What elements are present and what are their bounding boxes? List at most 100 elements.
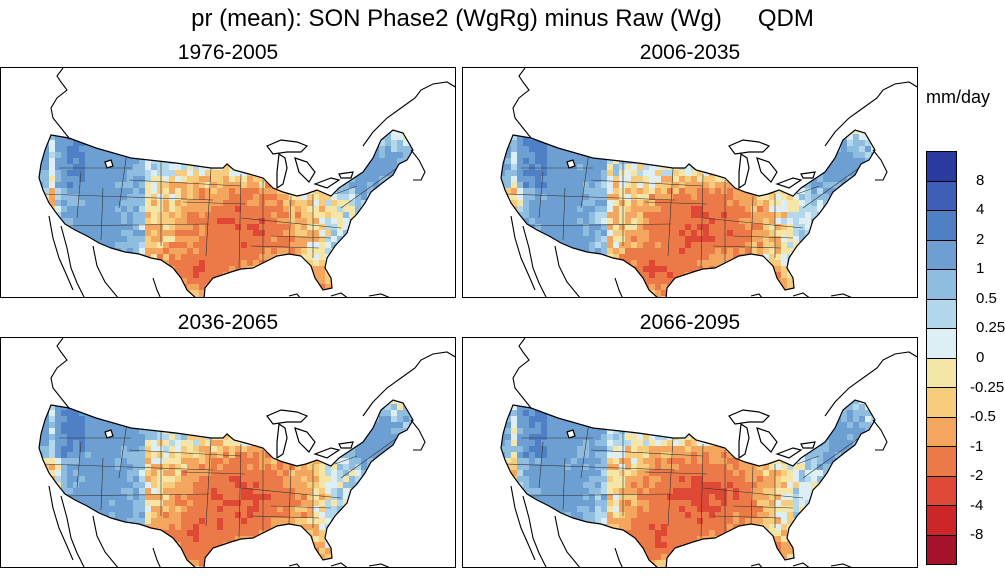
state-boundary xyxy=(538,441,544,489)
state-boundary xyxy=(562,187,566,241)
state-boundary xyxy=(182,201,246,205)
state-boundary xyxy=(288,195,292,255)
conus-outline xyxy=(500,129,876,297)
colorbar-tick-label: 4 xyxy=(976,201,985,219)
state-boundary xyxy=(732,235,794,239)
coastline xyxy=(830,563,852,567)
state-boundary xyxy=(100,187,104,241)
state-boundary xyxy=(700,443,704,539)
colorbar-units: mm/day xyxy=(926,87,991,107)
state-boundary xyxy=(250,515,320,519)
coastline xyxy=(510,215,536,291)
lake-shape xyxy=(728,139,771,155)
state-boundary xyxy=(270,505,332,509)
map-svg xyxy=(38,338,455,567)
state-boundary xyxy=(62,493,210,497)
coastline xyxy=(522,495,547,567)
coastline xyxy=(410,419,426,451)
state-boundary xyxy=(750,465,754,525)
colorbar-tick-label: -4 xyxy=(970,496,984,514)
panel-title-1: 1976-2005 xyxy=(177,41,279,64)
colorbar-swatch xyxy=(927,299,956,329)
map-svg xyxy=(500,68,917,297)
coastline xyxy=(522,225,547,297)
coastline xyxy=(152,547,161,567)
coastline xyxy=(510,485,536,561)
coastline xyxy=(512,338,532,409)
colorbar-swatch xyxy=(927,329,956,359)
figure-title: pr (mean): SON Phase2 (WgRg) minus Raw (… xyxy=(0,4,1005,34)
coastline xyxy=(288,293,301,297)
state-boundary xyxy=(504,193,676,201)
map-panel-3 xyxy=(0,337,456,568)
colorbar-swatch xyxy=(927,476,956,506)
lake-shape xyxy=(313,177,341,189)
colorbar-swatch xyxy=(927,535,956,564)
lake-shape xyxy=(738,152,750,190)
coastline xyxy=(60,495,85,567)
conus-outline xyxy=(38,399,414,567)
lake-shape xyxy=(266,409,309,425)
state-boundary xyxy=(334,185,358,195)
colorbar-tick-label: 8 xyxy=(976,171,985,189)
colorbar-tick-label: -0.25 xyxy=(970,378,1005,396)
state-boundary xyxy=(76,441,82,489)
state-boundary xyxy=(802,167,860,209)
state-boundary xyxy=(644,201,708,205)
lake-shape xyxy=(728,409,771,425)
colorbar-tick-label: 2 xyxy=(976,230,985,248)
coastline xyxy=(50,68,70,139)
state-boundary xyxy=(524,223,672,227)
state-boundary xyxy=(712,515,782,519)
colorbar-swatch xyxy=(927,447,956,477)
state-boundary xyxy=(238,443,242,539)
state-boundary xyxy=(250,245,320,249)
lake-shape xyxy=(775,177,803,189)
coastline xyxy=(288,563,301,567)
colorbar-swatch xyxy=(927,388,956,418)
state-boundary xyxy=(504,463,676,471)
conus-outline xyxy=(38,129,414,297)
state-boundary xyxy=(340,167,398,209)
state-boundary xyxy=(128,449,242,457)
state-boundary xyxy=(732,505,794,509)
state-boundary xyxy=(240,487,342,499)
lake-shape xyxy=(104,429,114,439)
panel-title-3: 2036-2065 xyxy=(177,311,279,334)
lake-shape xyxy=(313,447,341,459)
coastline xyxy=(50,338,70,409)
colorbar-swatch xyxy=(927,152,956,182)
state-boundary xyxy=(42,463,214,471)
state-boundary xyxy=(62,223,210,227)
lake-shape xyxy=(566,429,576,439)
map-panel-4 xyxy=(462,337,918,568)
lake-shape xyxy=(276,152,288,190)
colorbar-swatch xyxy=(927,240,956,270)
lake-shape xyxy=(738,422,750,460)
coastline xyxy=(750,563,763,567)
coastline xyxy=(152,277,161,297)
state-boundary xyxy=(802,437,860,479)
lake-shape xyxy=(294,157,316,183)
coastline xyxy=(872,419,888,451)
panel-title-4: 2066-2095 xyxy=(639,311,741,334)
coastline xyxy=(92,245,119,297)
lake-shape xyxy=(756,427,778,453)
coastline xyxy=(368,563,390,567)
colorbar-tick-label: -0.5 xyxy=(970,408,996,426)
state-boundary xyxy=(524,493,672,497)
lake-shape xyxy=(800,441,816,449)
state-boundary xyxy=(644,471,708,475)
state-boundary xyxy=(128,179,242,187)
state-boundary xyxy=(702,217,804,229)
colorbar-tick-label: 0.5 xyxy=(976,289,997,307)
state-boundary xyxy=(796,185,820,195)
colorbar-tick-label: 0 xyxy=(976,349,985,366)
coastline xyxy=(362,351,455,417)
state-boundary xyxy=(667,437,674,527)
state-boundary xyxy=(340,437,398,479)
state-boundary xyxy=(270,235,332,239)
colorbar-tick-label: -2 xyxy=(970,467,984,485)
map-panel-1 xyxy=(0,67,456,298)
coastline xyxy=(330,562,348,567)
